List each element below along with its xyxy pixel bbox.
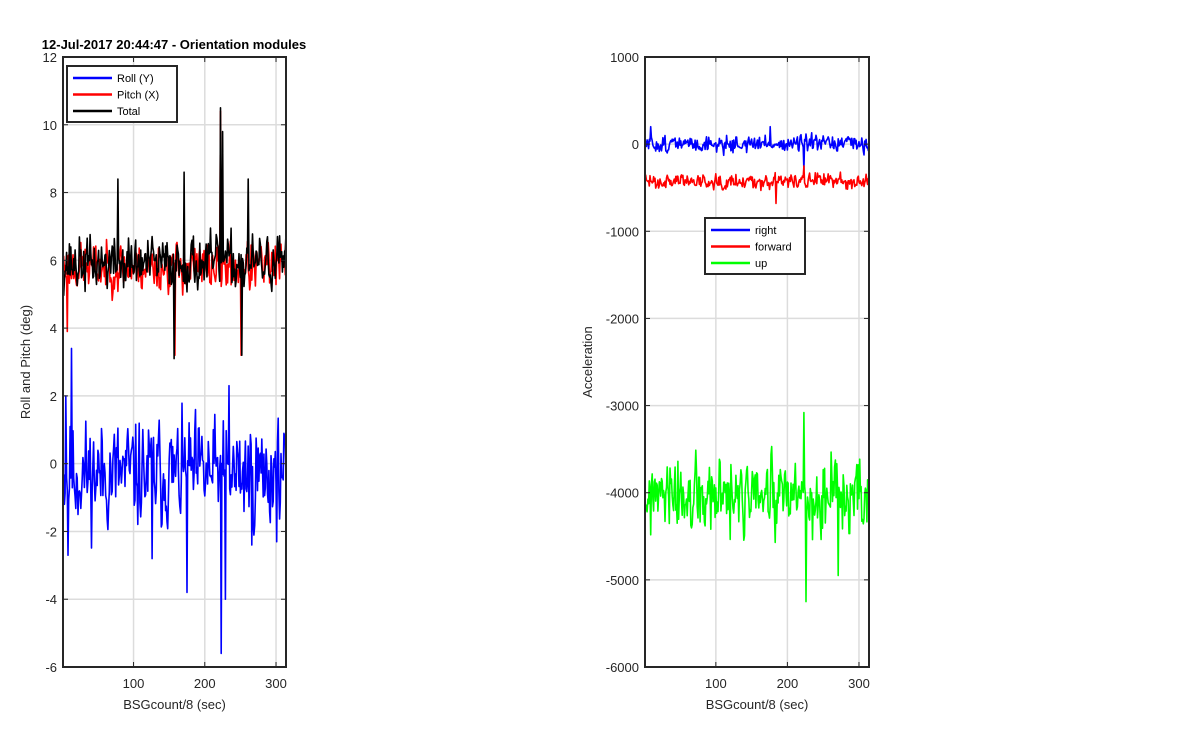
series-line-total — [62, 107, 287, 360]
x-tick-label: 100 — [123, 676, 145, 691]
orientation-chart: 100 200 300 -6 -4 -2 0 2 4 6 8 10 12 BSGcount/8 (sec)… — [18, 50, 287, 712]
x-tick-label: 300 — [848, 676, 870, 691]
y-tick-label: 4 — [50, 321, 57, 336]
y-tick-label: -1000 — [606, 224, 639, 239]
legend-entry: right — [755, 225, 776, 237]
y-tick-label: 6 — [50, 253, 57, 268]
x-tick-label: 100 — [705, 676, 727, 691]
y-tick-label: -6000 — [606, 660, 639, 675]
legend-entry: forward — [755, 242, 792, 254]
y-tick-label: 0 — [632, 137, 639, 152]
x-tick-label: 200 — [777, 676, 799, 691]
legend: Roll (Y) Pitch (X) Total — [66, 65, 178, 123]
legend-entry: up — [755, 258, 767, 270]
series-line-right — [644, 125, 870, 172]
x-tick-label: 300 — [265, 676, 287, 691]
y-tick-label: 2 — [50, 389, 57, 404]
y-tick-label: -4000 — [606, 486, 639, 501]
y-tick-label: 10 — [43, 118, 57, 133]
y-tick-label: -5000 — [606, 573, 639, 588]
y-tick-label: -2000 — [606, 311, 639, 326]
y-tick-label: -3000 — [606, 399, 639, 414]
y-tick-label: 0 — [50, 457, 57, 472]
y-axis-label: Acceleration — [580, 326, 595, 398]
y-axis-label: Roll and Pitch (deg) — [18, 305, 33, 419]
legend-entry: Total — [117, 106, 140, 118]
axes-frame — [62, 56, 287, 668]
y-tick-label: -4 — [45, 592, 57, 607]
y-tick-label: -2 — [45, 524, 57, 539]
legend-entry: Pitch (X) — [117, 90, 159, 102]
y-tick-label: 12 — [43, 50, 57, 65]
x-tick-label: 200 — [194, 676, 216, 691]
y-tick-label: 8 — [50, 186, 57, 201]
x-axis-label: BSGcount/8 (sec) — [123, 697, 226, 712]
series-line-up — [644, 411, 870, 603]
series-line-forward — [644, 165, 870, 205]
x-axis-label: BSGcount/8 (sec) — [706, 697, 809, 712]
legend-entry: Roll (Y) — [117, 73, 154, 85]
axes-frame — [644, 56, 870, 668]
legend: right forward up — [704, 217, 806, 275]
y-tick-label: 1000 — [610, 50, 639, 65]
y-tick-label: -6 — [45, 660, 57, 675]
figure-title: 12-Jul-2017 20:44:47 - Orientation modul… — [42, 37, 306, 52]
acceleration-chart: 100 200 300 -6000 -5000 -4000 -3000 -2000 -1000 0… — [580, 50, 870, 712]
series-line-roll-y — [62, 347, 287, 655]
